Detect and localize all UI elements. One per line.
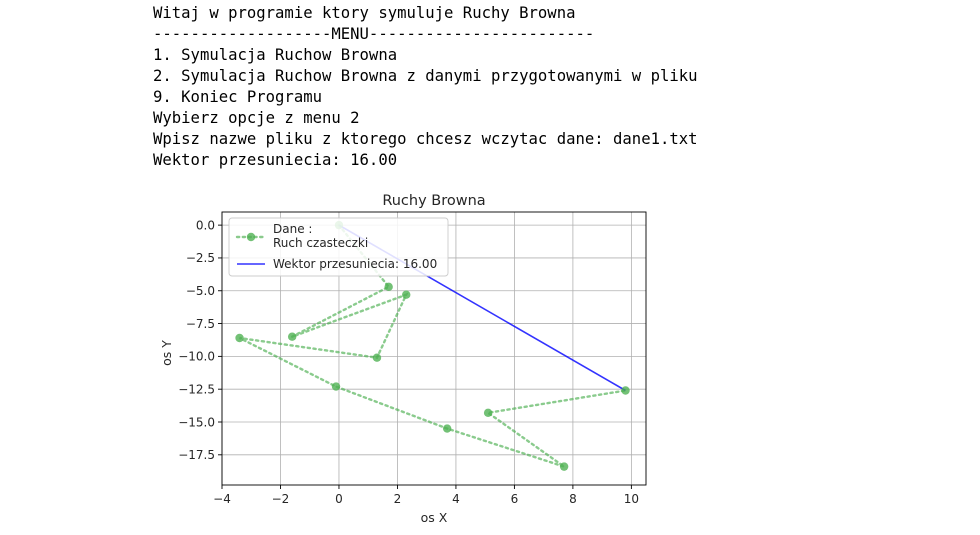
console-line: 1. Symulacja Ruchow Browna [153,46,398,64]
y-tick-label: −17.5 [178,448,215,462]
particle-point [372,353,382,362]
particle-point [442,424,452,433]
console-line: -------------------MENU-----------------… [153,25,595,43]
series-layer [235,220,630,471]
x-tick-label: 10 [624,492,639,506]
console-line: 9. Koniec Programu [153,88,322,106]
particle-point [483,408,493,418]
x-tick-label: −4 [213,492,231,506]
x-tick-label: 4 [452,492,460,506]
legend: Dane :Ruch czasteczki Wektor przesuniecia… [228,217,449,277]
ticks: −4 −2 0 2 4 6 8 10 0.0 −2.5 −5.0 −7.5 −10.0 −12.5 −15.… [178,218,639,506]
y-tick-label: 0.0 [196,218,215,232]
x-axis-label: os X [421,510,448,525]
console-line: 2. Symulacja Ruchow Browna z danymi przy… [153,67,698,85]
x-tick-label: 0 [335,492,343,506]
particle-point [235,333,244,343]
particle-point [384,282,393,292]
x-tick-label: 8 [569,492,577,506]
console-line: Wybierz opcje z menu 2 [153,109,360,127]
particle-point [402,290,411,299]
particle-point [287,332,297,341]
console-line: Wektor przesuniecia: 16.00 [153,151,398,169]
y-axis-label: os Y [159,340,174,366]
console-line: Witaj w programie ktory symuluje Ruchy B… [153,4,576,22]
console-line: Wpisz nazwe pliku z ktorego chcesz wczyt… [153,130,698,148]
y-tick-label: −10.0 [178,350,215,364]
legend-box [228,217,449,277]
console-output: Witaj w programie ktory symuluje Ruchy B… [153,3,698,171]
y-tick-label: −12.5 [178,382,215,396]
particle-point [331,382,341,391]
legend-particle-marker [246,232,256,242]
x-tick-label: −2 [272,492,290,506]
y-tick-label: −5.0 [186,284,215,298]
particle-point [559,462,569,471]
y-tick-label: −15.0 [178,415,215,429]
legend-particle-label: Ruch czasteczki [273,236,368,250]
legend-particle-label: Dane : [273,222,312,236]
axes-frame [221,211,647,486]
x-tick-label: 2 [394,492,402,506]
chart-title: Ruchy Browna [382,193,485,209]
legend-vector-label: Wektor przesuniecia: 16.00 [273,257,437,271]
x-tick-label: 6 [511,492,519,506]
y-tick-label: −7.5 [186,317,215,331]
particle-point [621,386,630,395]
y-tick-label: −2.5 [186,251,215,265]
